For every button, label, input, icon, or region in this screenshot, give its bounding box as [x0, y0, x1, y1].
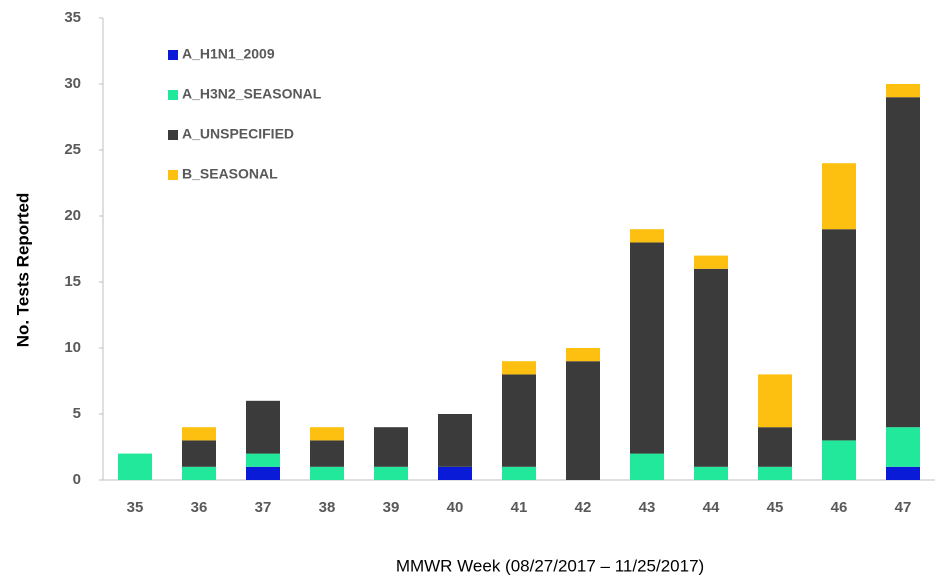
bar-segment: [246, 466, 280, 480]
y-axis-title: No. Tests Reported: [13, 193, 32, 348]
x-tick-label: 45: [767, 499, 784, 516]
legend-label: A_UNSPECIFIED: [182, 126, 294, 142]
legend-label: B_SEASONAL: [182, 166, 278, 182]
legend-swatch: [168, 90, 178, 100]
bar-segment: [438, 466, 472, 480]
bar-segment: [246, 453, 280, 467]
x-tick-label: 43: [639, 499, 656, 516]
bar-segment: [822, 440, 856, 480]
bar-segment: [374, 427, 408, 467]
bar-segment: [438, 414, 472, 467]
y-tick-label: 10: [64, 339, 81, 356]
bar-segment: [566, 361, 600, 480]
legend-swatch: [168, 170, 178, 180]
bar-segment: [566, 348, 600, 362]
bar-segment: [182, 466, 216, 480]
bar-segment: [886, 466, 920, 480]
x-axis-title: MMWR Week (08/27/2017 – 11/25/2017): [396, 556, 704, 575]
y-tick-label: 25: [64, 141, 81, 158]
bar-segment: [182, 427, 216, 441]
y-tick-label: 20: [64, 207, 81, 224]
bar-segment: [822, 229, 856, 441]
bar-segment: [182, 440, 216, 467]
y-tick-label: 0: [73, 471, 81, 488]
bar-segment: [886, 84, 920, 98]
x-tick-label: 44: [703, 499, 720, 516]
x-tick-label: 42: [575, 499, 592, 516]
x-tick-label: 35: [127, 499, 144, 516]
bar-segment: [694, 255, 728, 269]
bar-segment: [694, 268, 728, 467]
y-tick-label: 5: [73, 405, 81, 422]
legend-swatch: [168, 130, 178, 140]
bar-segment: [630, 453, 664, 480]
bar-segment: [374, 466, 408, 480]
bar-segment: [822, 163, 856, 230]
bar-segment: [630, 229, 664, 243]
bar-segment: [502, 466, 536, 480]
bar-segment: [758, 466, 792, 480]
x-tick-label: 37: [255, 499, 272, 516]
bar-segment: [502, 361, 536, 375]
x-tick-label: 39: [383, 499, 400, 516]
y-tick-label: 35: [64, 9, 81, 26]
bar-segment: [694, 466, 728, 480]
bar-segment: [630, 242, 664, 454]
bar-segment: [886, 97, 920, 428]
x-tick-label: 38: [319, 499, 336, 516]
bar-segment: [310, 427, 344, 441]
legend-label: A_H3N2_SEASONAL: [182, 86, 322, 102]
x-tick-label: 47: [895, 499, 912, 516]
bar-segment: [118, 453, 152, 480]
bar-segment: [310, 440, 344, 467]
bar-segment: [502, 374, 536, 467]
bar-segment: [246, 400, 280, 454]
y-tick-label: 30: [64, 75, 81, 92]
x-tick-label: 41: [511, 499, 528, 516]
bar-segment: [886, 427, 920, 467]
legend-label: A_H1N1_2009: [182, 46, 275, 62]
x-tick-label: 46: [831, 499, 848, 516]
x-tick-label: 36: [191, 499, 208, 516]
legend-swatch: [168, 50, 178, 60]
bar-segment: [758, 374, 792, 428]
bar-segment: [758, 427, 792, 467]
y-tick-label: 15: [64, 273, 81, 290]
bar-segment: [310, 466, 344, 480]
x-tick-label: 40: [447, 499, 464, 516]
